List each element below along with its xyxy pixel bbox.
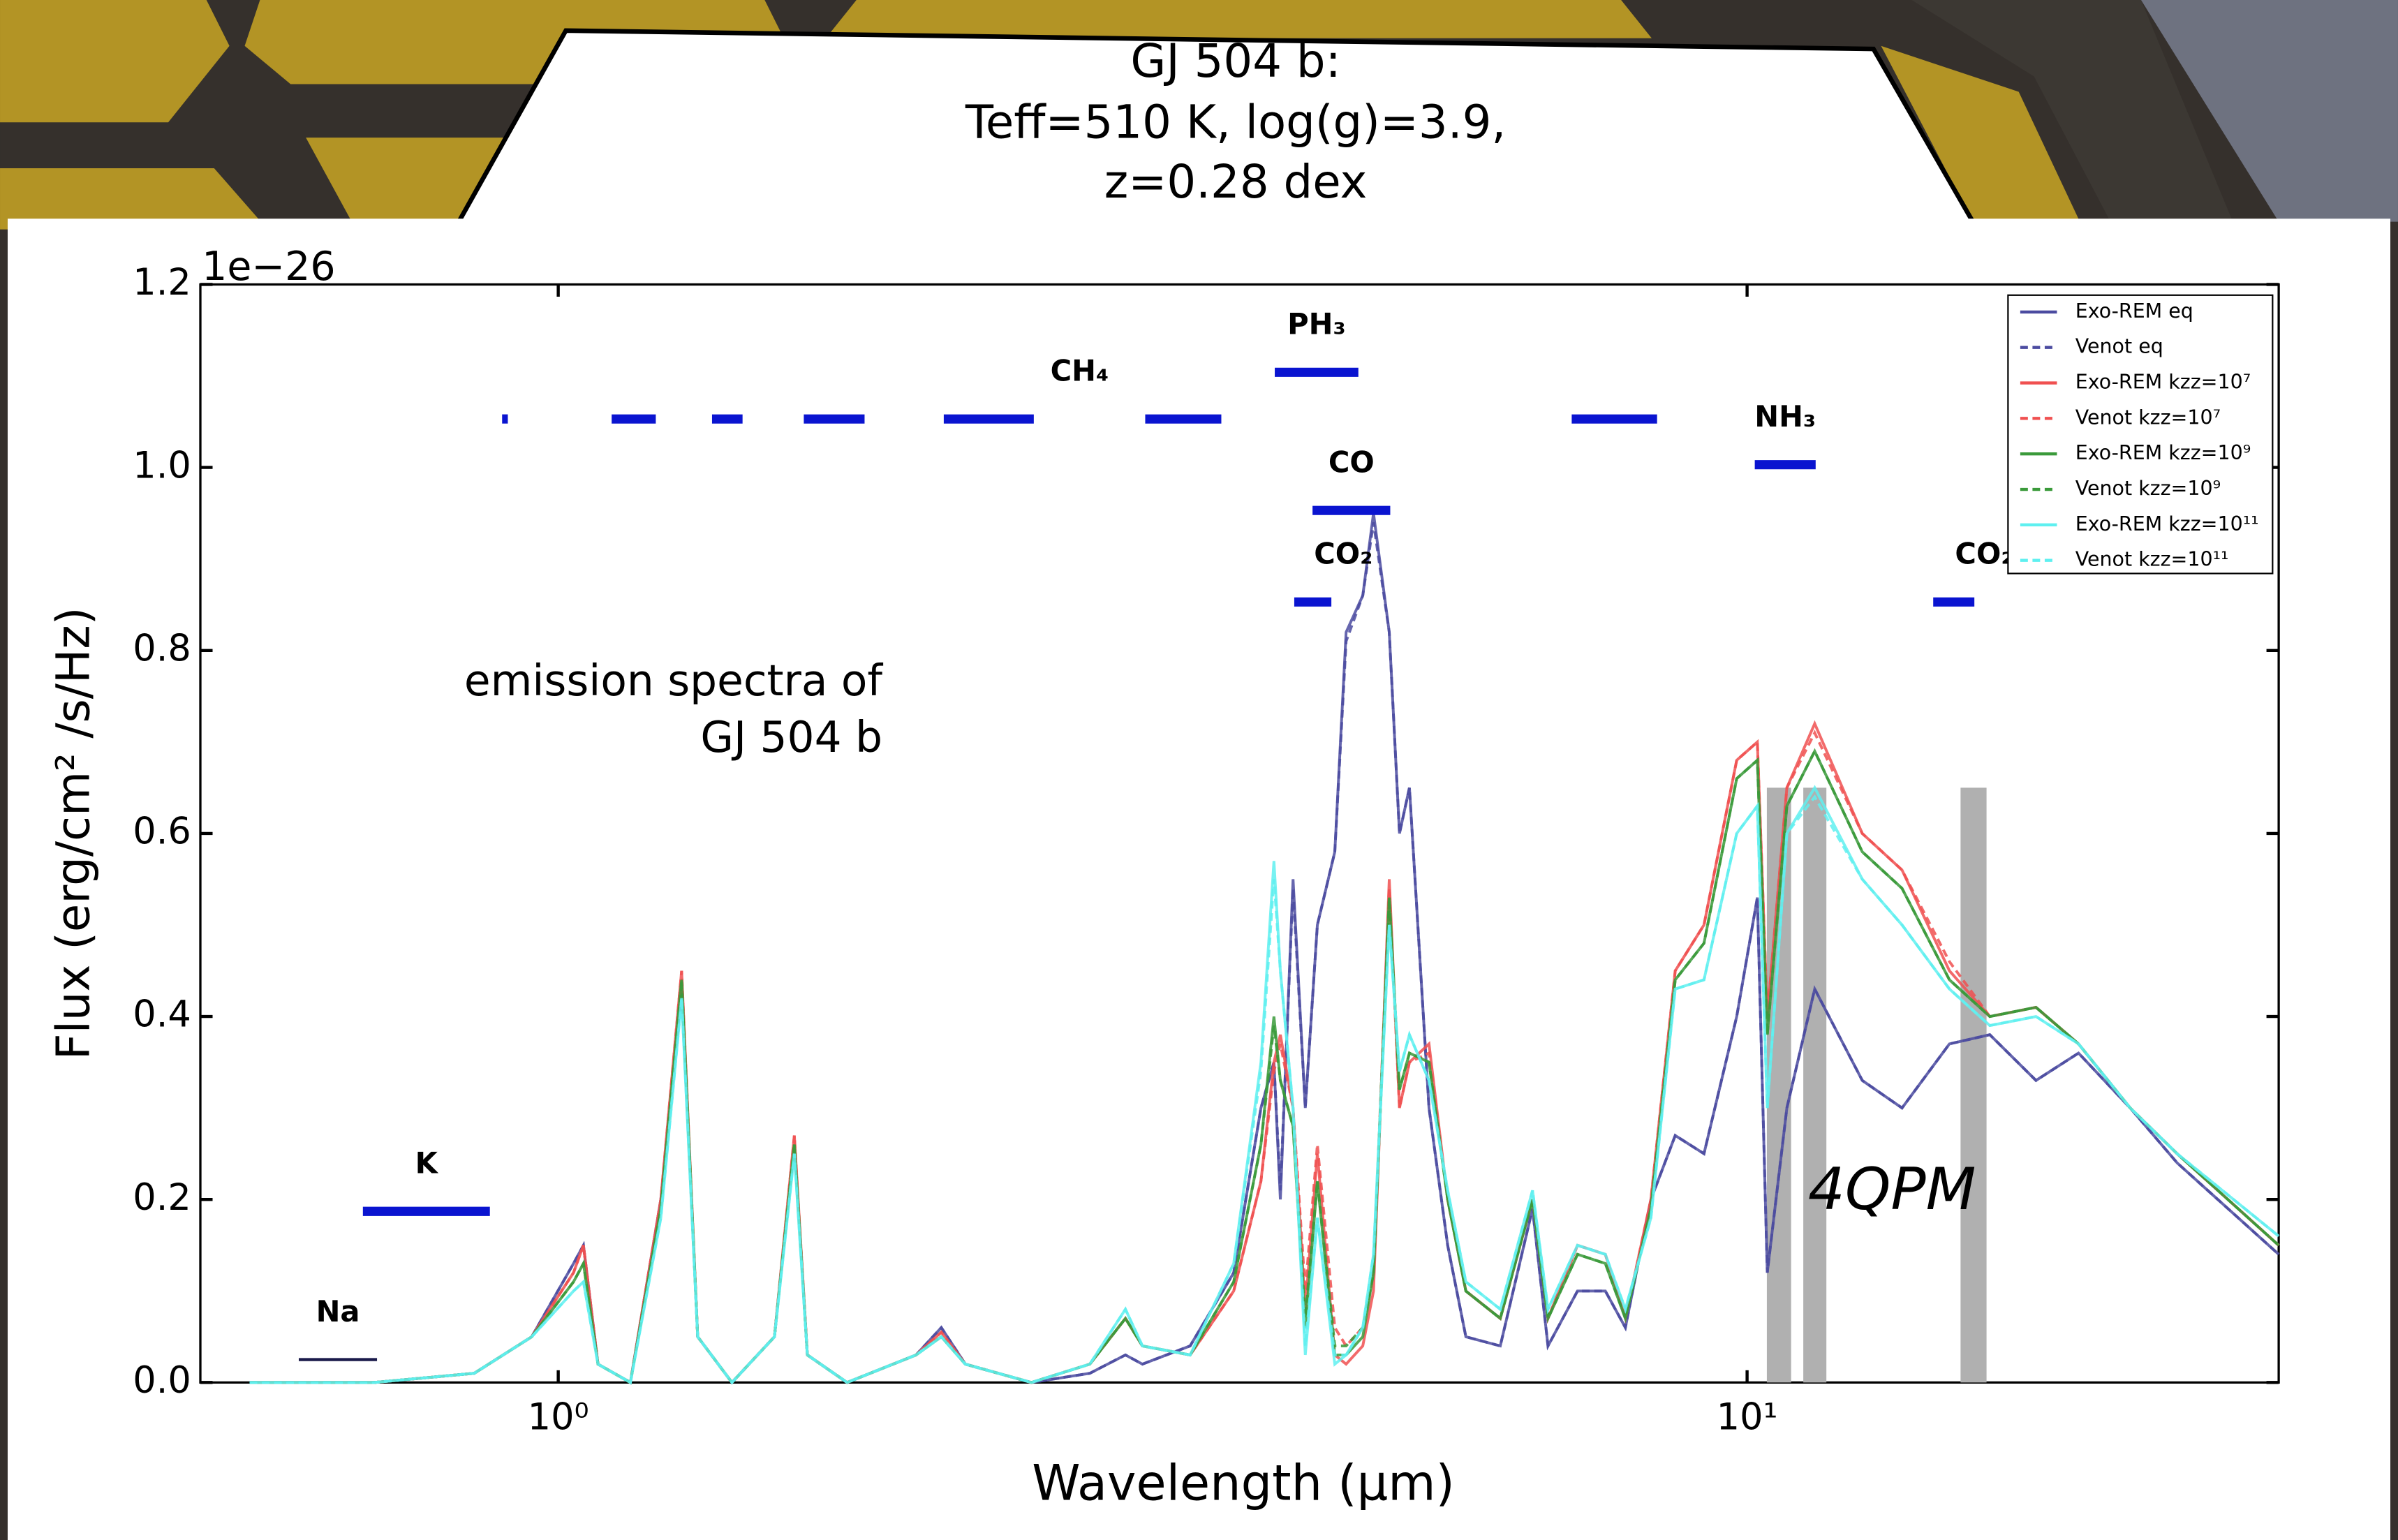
mask-region <box>1960 787 1987 1383</box>
molecule-label: CH₄ <box>1051 353 1109 387</box>
y-tick-label: 0.6 <box>133 810 191 853</box>
legend-box <box>2007 294 2274 575</box>
x-tick-label: 10¹ <box>1717 1396 1778 1439</box>
legend-label: Venot kzz=10¹¹ <box>2075 548 2229 571</box>
legend-label: Exo-REM kzz=10⁹ <box>2075 441 2251 464</box>
chart-title: z=0.28 dex <box>1104 156 1368 209</box>
mask-region <box>1803 787 1827 1383</box>
chart: GJ 504 b: Teff=510 K, log(g)=3.9, z=0.28… <box>47 35 1507 1511</box>
molecule-label: Na <box>316 1294 360 1328</box>
legend-label: Venot kzz=10⁹ <box>2075 477 2221 500</box>
chart-title: GJ 504 b: <box>1130 35 1340 88</box>
legend-label: Venot eq <box>2075 335 2163 358</box>
legend-label: Exo-REM kzz=10⁷ <box>2075 371 2251 394</box>
legend-label: Exo-REM kzz=10¹¹ <box>2075 512 2259 535</box>
legend-label: Venot kzz=10⁷ <box>2075 406 2221 429</box>
chart-panel <box>7 219 2391 1540</box>
molecule-label: PH₃ <box>1287 307 1346 341</box>
legend-label: Exo-REM eq <box>2075 299 2193 323</box>
molecule-label: NH₃ <box>1754 399 1816 434</box>
y-tick-label: 0.8 <box>133 627 191 669</box>
y-axis-label: Flux (erg/cm² /s/Hz) <box>47 607 101 1060</box>
annotation: emission spectra of <box>464 656 884 706</box>
y-tick-label: 0.0 <box>133 1359 191 1402</box>
x-tick-label: 10⁰ <box>528 1396 589 1439</box>
y-tick-label: 0.2 <box>133 1176 191 1219</box>
y-tick-label: 0.4 <box>133 993 191 1036</box>
x-axis-label: Wavelength (µm) <box>1032 1454 1455 1511</box>
y-offset-label: 1e−26 <box>202 244 335 290</box>
y-tick-label: 1.2 <box>133 261 191 304</box>
molecule-label: CO₂ <box>1955 537 2013 571</box>
molecule-label: CO <box>1328 445 1375 479</box>
mask-label: 4QPM <box>1808 1155 1976 1223</box>
chart-title: Teff=510 K, log(g)=3.9, <box>965 96 1506 149</box>
molecule-label: K <box>415 1146 439 1180</box>
molecule-label: CO₂ <box>1314 537 1372 571</box>
series-line <box>249 794 2280 1385</box>
y-tick-label: 1.0 <box>133 444 191 487</box>
annotation: GJ 504 b <box>700 713 882 762</box>
